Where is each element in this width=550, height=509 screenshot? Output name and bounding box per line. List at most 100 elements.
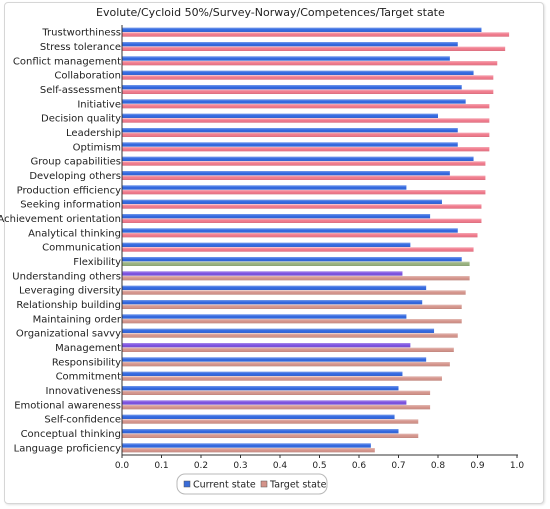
bar-target-shade	[122, 376, 442, 381]
category-label: Seeking information	[20, 200, 121, 211]
legend-label[interactable]: Target state	[269, 480, 327, 491]
category-label: Developing others	[29, 171, 121, 182]
chart-title: Evolute/Cycloid 50%/Survey-Norway/Compet…	[96, 6, 445, 19]
bar-current-shade	[122, 171, 450, 176]
bar-current-shade	[122, 343, 411, 348]
x-tick-label: 0.3	[233, 461, 247, 471]
bar-current-shade	[122, 371, 403, 376]
bar-target-shade	[122, 261, 470, 266]
category-label: Decision quality	[41, 114, 121, 125]
category-label: Production efficiency	[17, 185, 121, 196]
legend-label[interactable]: Current state	[193, 480, 256, 491]
legend-box	[176, 473, 328, 495]
bar-current-shade	[122, 300, 423, 305]
bar-target-shade	[122, 175, 486, 180]
bar-target-shade	[122, 347, 454, 352]
category-label: Emotional awareness	[14, 400, 121, 411]
bar-target-shade	[122, 89, 494, 94]
category-label: Commitment	[56, 372, 122, 383]
bar-current-shade	[122, 414, 395, 419]
x-axis: 0.0 0.1 0.2 0.3 0.4 0.5 0.6 0.7 0.8 0.9 1.0	[115, 25, 525, 471]
legend[interactable]: Current state Target state	[176, 473, 328, 495]
bar-target-shade	[122, 276, 470, 281]
x-tick-label: 1.0	[510, 461, 525, 471]
bar-target-shade	[122, 290, 466, 295]
bar-target-shade	[122, 419, 419, 424]
category-label: Self-assessment	[40, 85, 121, 96]
bar-current-shade	[122, 400, 407, 405]
bar-target-shade	[122, 190, 486, 195]
x-tick-label: 0.9	[470, 461, 485, 471]
x-tick-label: 0.7	[391, 461, 405, 471]
x-tick-label: 0.0	[115, 461, 130, 471]
x-tick-label: 0.1	[154, 461, 168, 471]
category-label: Leadership	[66, 128, 121, 139]
bar-target-shade	[122, 390, 431, 395]
category-label: Group capabilities	[31, 157, 121, 168]
legend-swatch-current	[183, 480, 191, 488]
bar-current-shade	[122, 199, 442, 204]
category-label: Collaboration	[54, 71, 121, 82]
x-tick-label: 0.5	[312, 461, 326, 471]
bar-current-shade	[122, 70, 474, 75]
bar-current-shade	[122, 185, 407, 190]
bar-current-shade	[122, 242, 411, 247]
bar-target-shade	[122, 448, 375, 453]
category-labels: Trustworthiness Stress tolerance Conflict …	[0, 28, 122, 455]
category-label: Trustworthiness	[41, 28, 121, 39]
bar-current-shade	[122, 271, 403, 276]
category-label: Organizational savvy	[16, 329, 121, 340]
bar-current-shade	[122, 257, 462, 262]
bar-target-shade	[122, 304, 462, 309]
bar-target-shade	[122, 32, 510, 37]
bar-target-shade	[122, 204, 482, 209]
category-label: Analytical thinking	[28, 228, 121, 239]
bar-current-shade	[122, 314, 407, 319]
category-label: Leveraging diversity	[19, 286, 121, 297]
bar-target-shade	[122, 118, 490, 123]
bar-target-shade	[122, 104, 490, 109]
bar-target-shade	[122, 247, 474, 252]
category-label: Innovativeness	[46, 386, 121, 397]
bar-current-shade	[122, 285, 427, 290]
category-label: Self-confidence	[44, 415, 121, 426]
category-label: Relationship building	[16, 300, 121, 311]
bar-target-shade	[122, 405, 431, 410]
category-label: Responsibility	[52, 357, 121, 368]
bar-current-shade	[122, 85, 462, 90]
bar-target-shade	[122, 147, 490, 152]
bar-target-shade	[122, 433, 419, 438]
bar-current-shade	[122, 27, 482, 32]
category-label: Management	[55, 343, 121, 354]
bar-target-shade	[122, 46, 506, 51]
category-label: Understanding others	[12, 271, 121, 282]
x-tick-label: 0.2	[194, 461, 208, 471]
bar-target-shade	[122, 75, 494, 80]
bar-current-shade	[122, 228, 458, 233]
bar-current-shade	[122, 142, 458, 147]
bar-current-shade	[122, 386, 399, 391]
category-label: Stress tolerance	[40, 42, 121, 53]
bar-target-shade	[122, 333, 458, 338]
category-label: Conceptual thinking	[21, 429, 121, 440]
category-label: Conflict management	[13, 56, 121, 67]
bar-current-shade	[122, 443, 371, 448]
bar-current-shade	[122, 42, 458, 47]
category-label: Flexibility	[73, 257, 121, 268]
bar-target-shade	[122, 132, 490, 137]
bar-target-shade	[122, 233, 478, 238]
bar-target-shade	[122, 161, 486, 166]
bar-current-shade	[122, 357, 427, 362]
category-label: Initiative	[77, 99, 121, 110]
category-label: Maintaining order	[33, 314, 122, 325]
bar-target-shade	[122, 218, 482, 223]
category-label: Optimism	[73, 142, 121, 153]
bar-current-shade	[122, 214, 431, 219]
x-tick-label: 0.6	[352, 461, 367, 471]
bar-current-shade	[122, 56, 450, 61]
bar-target-shade	[122, 61, 498, 66]
bar-target-shade	[122, 362, 450, 367]
x-tick-label: 0.4	[273, 461, 288, 471]
bar-current-shade	[122, 328, 435, 333]
